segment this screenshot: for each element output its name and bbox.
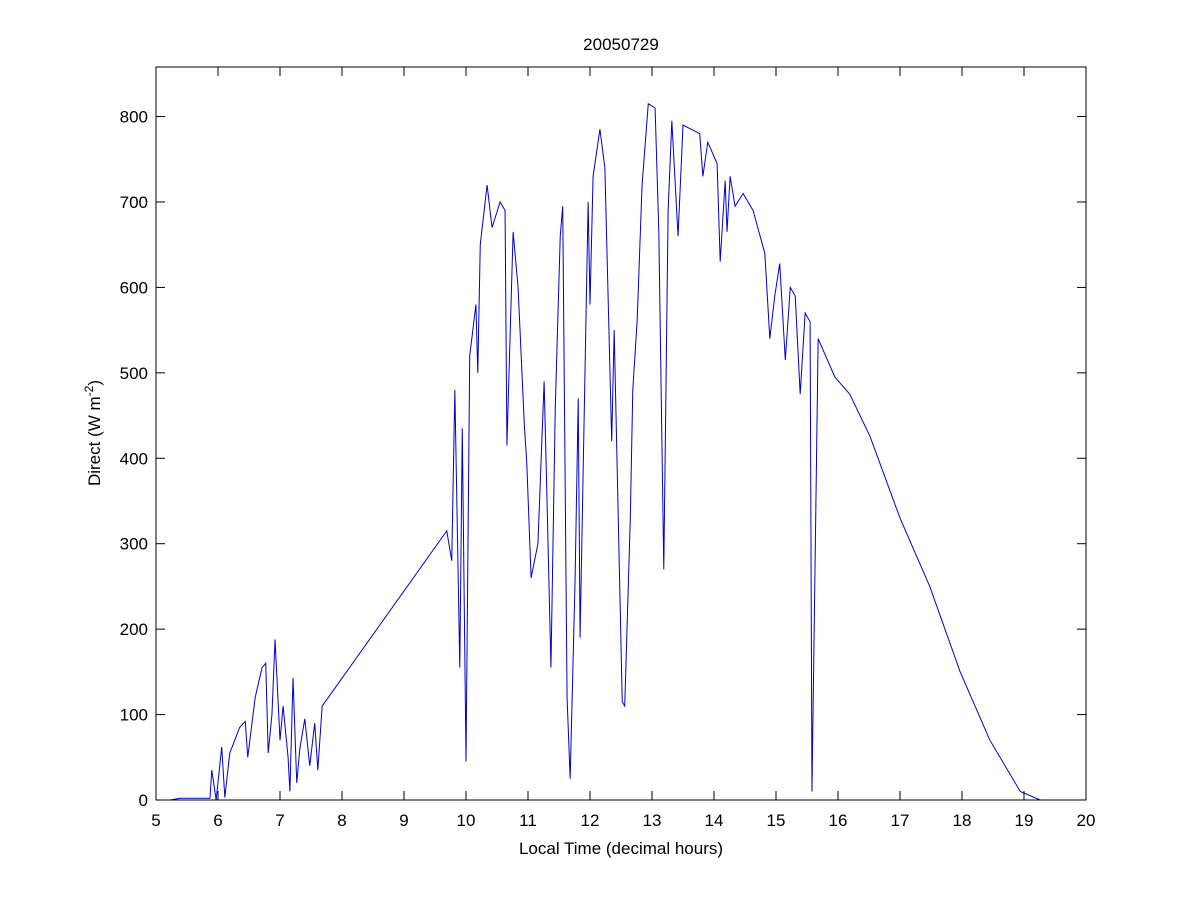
x-tick-label: 8 [337, 811, 346, 830]
x-axis-label: Local Time (decimal hours) [519, 839, 723, 858]
x-tick-label: 17 [891, 811, 910, 830]
y-axis-label-suffix: ) [85, 380, 104, 386]
x-tick-label: 9 [399, 811, 408, 830]
y-axis-label-text: Direct (W m [85, 396, 104, 486]
plot-area [170, 102, 1046, 801]
x-tick-label: 7 [275, 811, 284, 830]
y-tick-label: 500 [120, 364, 148, 383]
y-tick-label: 600 [120, 278, 148, 297]
y-tick-label: 200 [120, 620, 148, 639]
x-tick-label: 5 [151, 811, 160, 830]
y-tick-label: 400 [120, 449, 148, 468]
data-line [170, 102, 1046, 801]
x-tick-label: 6 [213, 811, 222, 830]
x-tick-label: 13 [643, 811, 662, 830]
x-tick-label: 16 [829, 811, 848, 830]
x-tick-label: 12 [581, 811, 600, 830]
y-tick-label: 700 [120, 193, 148, 212]
y-tick-label: 300 [120, 535, 148, 554]
x-tick-label: 20 [1077, 811, 1096, 830]
chart-title: 20050729 [583, 35, 659, 54]
x-tick-label: 10 [457, 811, 476, 830]
x-tick-label: 18 [953, 811, 972, 830]
x-tick-label: 15 [767, 811, 786, 830]
x-tick-label: 14 [705, 811, 724, 830]
y-axis-label-sup: -2 [82, 385, 96, 396]
y-tick-label: 800 [120, 108, 148, 127]
x-tick-label: 11 [519, 811, 537, 830]
x-tick-label: 19 [1015, 811, 1034, 830]
y-axis-label: Direct (W m-2) [82, 380, 104, 486]
y-tick-label: 100 [120, 706, 148, 725]
axes-box [155, 66, 1087, 801]
y-tick-label: 0 [139, 791, 148, 810]
